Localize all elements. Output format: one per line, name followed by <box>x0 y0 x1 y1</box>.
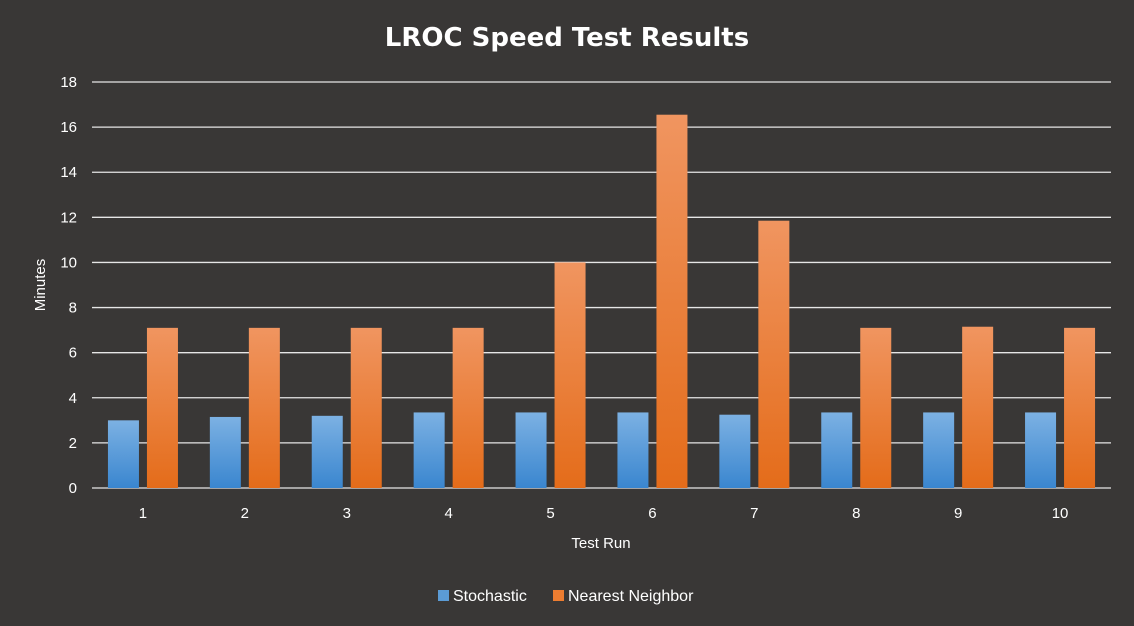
legend-label: Stochastic <box>453 588 527 605</box>
gridlines <box>92 81 1111 489</box>
y-axis-ticks: 0 2 4 6 8 10 12 14 16 18 <box>60 74 77 497</box>
legend-swatch-stochastic <box>438 590 449 601</box>
x-tick-label: 6 <box>648 505 656 522</box>
bar-stochastic-10 <box>1025 412 1057 488</box>
x-tick-label: 8 <box>852 505 860 522</box>
y-tick-label: 10 <box>60 254 77 271</box>
bar-stochastic-6 <box>617 412 649 488</box>
bar-stochastic-5 <box>515 412 547 488</box>
bar-nearest-neighbor-6 <box>656 114 688 488</box>
bar-nearest-neighbor-10 <box>1064 327 1096 488</box>
bar-nearest-neighbor-2 <box>248 327 280 488</box>
legend-swatch-nearest-neighbor <box>553 590 564 601</box>
bar-nearest-neighbor-7 <box>758 220 790 488</box>
x-tick-label: 7 <box>750 505 758 522</box>
y-tick-label: 18 <box>60 74 77 91</box>
y-tick-label: 12 <box>60 209 77 226</box>
bar-nearest-neighbor-5 <box>554 262 586 488</box>
chart-title: LROC Speed Test Results <box>385 23 749 53</box>
x-axis-label: Test Run <box>571 535 630 552</box>
bar-stochastic-8 <box>821 412 853 488</box>
bar-nearest-neighbor-4 <box>452 327 484 488</box>
x-tick-label: 5 <box>546 505 554 522</box>
bar-stochastic-9 <box>923 412 955 488</box>
legend-label: Nearest Neighbor <box>568 588 694 605</box>
x-tick-label: 10 <box>1052 505 1069 522</box>
bar-stochastic-4 <box>413 412 445 488</box>
x-axis-ticks: 1 2 3 4 5 6 7 8 9 10 <box>139 505 1069 522</box>
legend: Stochastic Nearest Neighbor <box>438 588 694 605</box>
y-tick-label: 2 <box>69 435 77 452</box>
y-tick-label: 6 <box>69 345 77 362</box>
y-tick-label: 14 <box>60 164 77 181</box>
bars <box>107 114 1096 488</box>
bar-stochastic-3 <box>311 415 343 488</box>
bar-nearest-neighbor-8 <box>860 327 892 488</box>
x-tick-label: 4 <box>444 505 452 522</box>
x-tick-label: 1 <box>139 505 147 522</box>
y-tick-label: 4 <box>69 390 77 407</box>
x-tick-label: 2 <box>241 505 249 522</box>
bar-stochastic-1 <box>107 420 139 488</box>
bar-nearest-neighbor-9 <box>962 326 994 488</box>
bar-stochastic-2 <box>209 416 241 488</box>
y-axis-label: Minutes <box>32 259 49 312</box>
y-tick-label: 0 <box>69 480 77 497</box>
bar-stochastic-7 <box>719 414 751 488</box>
bar-nearest-neighbor-1 <box>146 327 178 488</box>
x-tick-label: 9 <box>954 505 962 522</box>
x-tick-label: 3 <box>343 505 351 522</box>
y-tick-label: 8 <box>69 300 77 317</box>
y-tick-label: 16 <box>60 119 77 136</box>
bar-nearest-neighbor-3 <box>350 327 382 488</box>
